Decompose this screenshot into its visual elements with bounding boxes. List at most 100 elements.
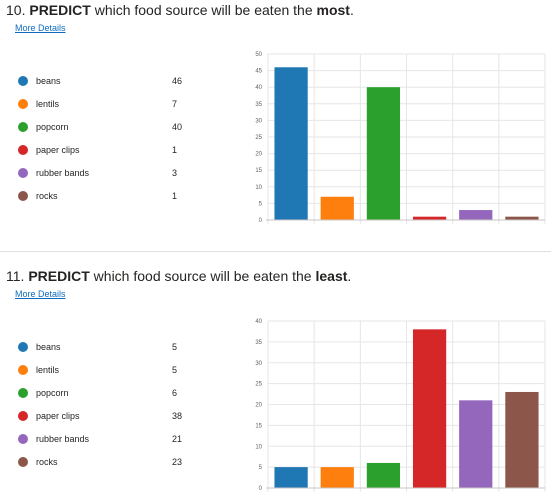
legend-label: paper clips xyxy=(36,411,80,421)
question-end: . xyxy=(349,2,354,18)
legend-dot xyxy=(18,191,28,201)
question-end: . xyxy=(347,268,352,284)
legend-dot xyxy=(18,434,28,444)
y-tick-label: 10 xyxy=(255,185,262,191)
legend-value: 38 xyxy=(172,411,183,421)
bar-paper-clips xyxy=(412,216,447,220)
legend-value: 21 xyxy=(172,434,183,444)
legend-label: rocks xyxy=(36,457,58,467)
legend-item-rubber-bands: rubber bands 3 xyxy=(18,166,188,189)
legend-item-lentils: lentils 7 xyxy=(18,97,188,120)
legend-item-paper-clips: paper clips 1 xyxy=(18,143,188,166)
legend-value: 1 xyxy=(172,145,178,155)
legend-label: popcorn xyxy=(36,388,69,398)
question-title: 10. PREDICT which food source will be ea… xyxy=(6,2,354,18)
legend-dot xyxy=(18,145,28,155)
bar-beans xyxy=(274,467,308,488)
bar-rocks xyxy=(505,391,539,488)
legend-item-beans: beans 46 xyxy=(18,74,188,97)
legend-dot xyxy=(18,457,28,467)
y-tick-label: 20 xyxy=(255,152,262,158)
question-emphasis: most xyxy=(316,2,350,18)
bar-rubber-bands xyxy=(459,210,493,220)
legend-label: beans xyxy=(36,342,61,352)
more-details-link[interactable]: More Details xyxy=(15,23,66,33)
legend-item-rubber-bands: rubber bands 21 xyxy=(18,432,188,455)
section-divider xyxy=(0,251,551,252)
legend-label: rubber bands xyxy=(36,434,90,444)
y-tick-label: 0 xyxy=(259,218,263,224)
y-tick-label: 35 xyxy=(255,340,262,346)
legend-dot xyxy=(18,122,28,132)
bar-popcorn xyxy=(366,87,401,220)
legend-item-rocks: rocks 23 xyxy=(18,455,188,478)
legend-label: paper clips xyxy=(36,145,80,155)
legend-label: rubber bands xyxy=(36,168,90,178)
question-emphasis: least xyxy=(315,268,348,284)
bar-lentils xyxy=(320,196,354,220)
legend-label: popcorn xyxy=(36,122,69,132)
y-tick-label: 20 xyxy=(255,403,262,409)
legend: beans 5 lentils 5 popcorn 6 paper clips 38 r… xyxy=(18,340,188,478)
legend-value: 5 xyxy=(172,342,178,352)
y-tick-label: 25 xyxy=(255,135,262,141)
bar-lentils xyxy=(320,467,354,488)
y-tick-label: 5 xyxy=(259,201,263,207)
legend-item-beans: beans 5 xyxy=(18,340,188,363)
legend-item-lentils: lentils 5 xyxy=(18,363,188,386)
more-details-link[interactable]: More Details xyxy=(15,289,66,299)
y-tick-label: 35 xyxy=(255,102,262,108)
legend-item-paper-clips: paper clips 38 xyxy=(18,409,188,432)
bar-chart-least: 0 5 10 15 20 25 30 35 40 xyxy=(255,319,546,492)
question-text: which food source will be eaten the xyxy=(90,2,317,18)
question-text: which food source will be eaten the xyxy=(89,268,316,284)
legend-label: lentils xyxy=(36,365,60,375)
legend-dot xyxy=(18,168,28,178)
question-keyword: PREDICT xyxy=(28,268,90,284)
legend-dot xyxy=(18,76,28,86)
question-keyword: PREDICT xyxy=(29,2,91,18)
bar-rocks xyxy=(505,216,539,220)
legend-item-popcorn: popcorn 6 xyxy=(18,386,188,409)
bar-rubber-bands xyxy=(459,400,493,488)
bar-paper-clips xyxy=(412,329,447,488)
y-tick-label: 40 xyxy=(255,319,262,325)
legend-item-rocks: rocks 1 xyxy=(18,189,188,212)
question-10: 10. PREDICT which food source will be ea… xyxy=(6,2,546,224)
legend-value: 46 xyxy=(172,76,183,86)
legend: beans 46 lentils 7 popcorn 40 paper clips 1 … xyxy=(18,74,188,212)
y-tick-label: 0 xyxy=(259,486,263,492)
legend-value: 3 xyxy=(172,168,178,178)
y-tick-label: 15 xyxy=(255,423,262,429)
y-tick-label: 45 xyxy=(255,69,262,75)
y-tick-label: 30 xyxy=(255,361,262,367)
bar-popcorn xyxy=(366,462,401,488)
question-11: 11. PREDICT which food source will be ea… xyxy=(0,266,551,496)
y-tick-label: 25 xyxy=(255,382,262,388)
legend-value: 5 xyxy=(172,365,178,375)
y-tick-label: 40 xyxy=(255,85,262,91)
legend-item-popcorn: popcorn 40 xyxy=(18,120,188,143)
legend-label: lentils xyxy=(36,99,60,109)
legend-dot xyxy=(18,365,28,375)
bar-chart-most: 0 5 10 15 20 25 30 35 40 45 50 xyxy=(255,52,546,224)
legend-dot xyxy=(18,388,28,398)
y-tick-label: 50 xyxy=(255,52,262,58)
legend-value: 7 xyxy=(172,99,178,109)
question-title: 11. PREDICT which food source will be ea… xyxy=(6,268,351,284)
legend-dot xyxy=(18,342,28,352)
legend-label: rocks xyxy=(36,191,58,201)
y-tick-label: 10 xyxy=(255,444,262,450)
legend-label: beans xyxy=(36,76,61,86)
legend-value: 6 xyxy=(172,388,178,398)
legend-dot xyxy=(18,411,28,421)
legend-value: 23 xyxy=(172,457,183,467)
bar-beans xyxy=(274,67,308,220)
y-tick-label: 5 xyxy=(259,465,263,471)
question-number: 10. xyxy=(6,2,26,18)
legend-value: 40 xyxy=(172,122,183,132)
legend-dot xyxy=(18,99,28,109)
question-number: 11. xyxy=(6,268,25,284)
y-tick-label: 15 xyxy=(255,168,262,174)
legend-value: 1 xyxy=(172,191,178,201)
